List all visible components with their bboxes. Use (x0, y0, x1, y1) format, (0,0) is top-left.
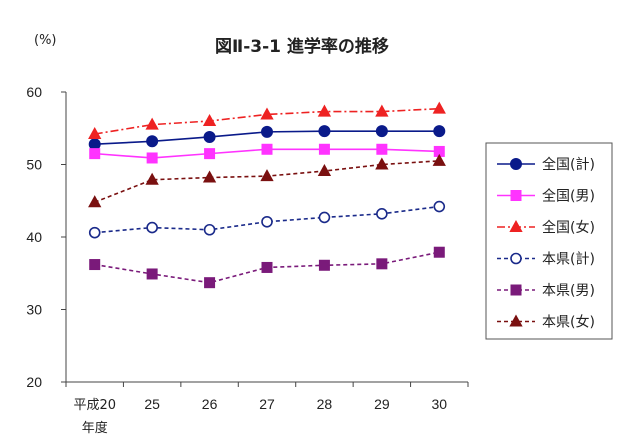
legend-label: 本県(女) (542, 314, 595, 331)
data-point (145, 172, 159, 185)
data-point (145, 117, 159, 130)
data-point (88, 127, 102, 140)
data-point (376, 208, 388, 220)
data-point (376, 258, 388, 270)
axes: 20 30 40 50 60 平成20 年度 25 26 27 28 29 30 (26, 84, 469, 436)
series-6 (88, 153, 446, 208)
x-tick-label: 28 (317, 396, 333, 412)
data-point (88, 195, 102, 208)
y-tick-label: 60 (26, 84, 42, 100)
data-point (202, 113, 217, 126)
data-point (204, 277, 216, 289)
legend-marker (510, 284, 522, 296)
data-point (146, 135, 159, 148)
x-tick-label: 25 (144, 396, 160, 412)
data-point (261, 215, 273, 228)
data-point (203, 130, 216, 143)
data-point (433, 200, 446, 213)
legend-label: 全国(計) (542, 156, 595, 173)
x-tick-label: 27 (259, 396, 275, 412)
legend-label: 全国(男) (542, 188, 595, 205)
x-tick-label: 29 (374, 396, 390, 412)
x-tick-label-line2: 年度 (82, 420, 108, 436)
legend-marker (510, 158, 522, 170)
data-point (260, 107, 274, 120)
data-point (432, 101, 446, 114)
legend-item: 全国(計) (497, 156, 595, 173)
x-tick-label: 平成20 (73, 398, 116, 413)
data-point (88, 226, 101, 239)
data-point (318, 259, 330, 271)
legend-marker (510, 252, 522, 265)
legend-label: 全国(女) (542, 219, 595, 236)
y-tick-label: 30 (26, 302, 42, 318)
legend-box (485, 142, 613, 340)
legend: 全国(計) 全国(男) 全国(女) 本県(計) 本県(男) 本県(女) (485, 142, 613, 340)
data-point (317, 104, 332, 117)
data-point (261, 261, 273, 273)
data-point (204, 148, 216, 160)
legend-label: 本県(男) (542, 283, 595, 299)
data-point (318, 143, 330, 155)
chart-title: 図Ⅱ-3-1 進学率の推移 (215, 36, 389, 57)
data-point (317, 163, 332, 177)
series-4 (88, 200, 446, 239)
y-tick-label: 50 (26, 157, 42, 173)
data-point (433, 246, 445, 258)
data-point (318, 125, 331, 138)
legend-item: 本県(女) (497, 314, 595, 331)
data-point (260, 169, 274, 182)
series-1 (88, 125, 446, 151)
data-point (146, 221, 158, 234)
data-point (146, 152, 158, 164)
data-point (146, 268, 158, 280)
legend-marker (509, 219, 523, 232)
x-tick-label: 26 (202, 396, 218, 412)
data-point (432, 153, 446, 166)
data-point (433, 125, 446, 138)
x-tick-label: 30 (431, 396, 447, 412)
legend-marker (510, 190, 522, 201)
legend-item: 本県(計) (497, 252, 595, 268)
data-point (89, 259, 101, 271)
series-layer (88, 101, 446, 289)
data-point (202, 170, 217, 183)
data-point (203, 223, 216, 236)
series-5 (89, 246, 445, 289)
y-tick-label: 20 (26, 374, 42, 390)
legend-item: 全国(男) (497, 188, 595, 205)
data-point (376, 143, 388, 155)
data-point (318, 211, 331, 224)
data-point (375, 157, 389, 170)
series-2 (89, 143, 445, 164)
legend-item: 全国(女) (497, 219, 595, 236)
legend-label: 本県(計) (542, 252, 595, 268)
legend-item: 本県(男) (497, 283, 595, 299)
data-point (375, 125, 388, 138)
data-point (375, 104, 389, 117)
y-unit-label: (%) (34, 33, 57, 48)
data-point (261, 125, 273, 138)
legend-marker (509, 314, 523, 327)
data-point (261, 143, 273, 155)
data-point (88, 138, 101, 151)
y-tick-label: 40 (26, 229, 42, 245)
data-point (89, 148, 101, 160)
series-3 (88, 101, 446, 140)
series-line (94, 160, 440, 203)
